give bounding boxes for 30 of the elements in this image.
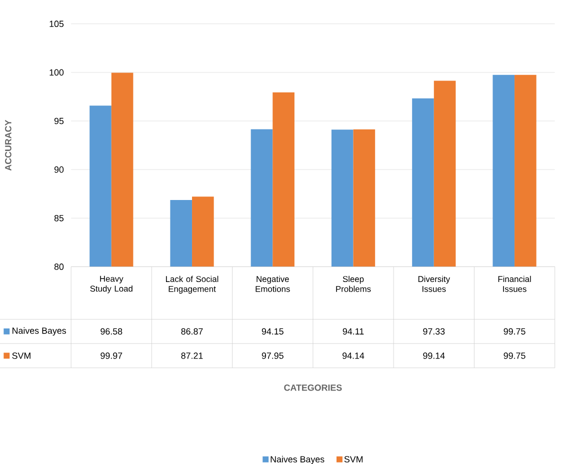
legend-label: Naives Bayes xyxy=(12,327,66,336)
y-axis-title: ACCURACY xyxy=(5,120,12,171)
text: CATEGORIES xyxy=(284,384,342,391)
x-tick-label: Negative Emotions xyxy=(256,276,290,292)
data-label: 99.14 xyxy=(423,352,445,359)
y-tick-label: 90 xyxy=(54,166,64,173)
text: Naives Bayes xyxy=(270,456,324,464)
x-tick-label: Sleep Problems xyxy=(336,276,371,292)
data-label: 99.97 xyxy=(100,352,122,359)
y-tick-label: 80 xyxy=(54,264,64,270)
legend-label: SVM xyxy=(12,352,30,359)
data-label: 99.75 xyxy=(504,328,526,335)
data-label: 97.33 xyxy=(423,328,445,335)
data-label: 97.95 xyxy=(262,352,284,359)
x-tick-label: Financial Issues xyxy=(498,276,531,292)
data-label: 96.58 xyxy=(100,328,122,335)
y-tick-label: 95 xyxy=(54,118,64,124)
data-label: 99.75 xyxy=(504,352,526,359)
data-label: 94.14 xyxy=(342,352,364,359)
y-tick-label: 105 xyxy=(50,20,64,28)
y-tick-label: 85 xyxy=(54,215,64,222)
text: SVM xyxy=(344,456,363,462)
data-label: 94.15 xyxy=(262,328,284,335)
x-tick-label: Diversity Issues xyxy=(418,276,450,292)
x-tick-label: Lack of Social Engagement xyxy=(166,276,218,294)
y-tick-label: 100 xyxy=(50,69,64,76)
data-label: 87.21 xyxy=(181,352,203,359)
x-tick-label: Heavy Study Load xyxy=(90,276,132,294)
data-label: 94.11 xyxy=(342,328,364,335)
data-label: 86.87 xyxy=(181,328,203,335)
